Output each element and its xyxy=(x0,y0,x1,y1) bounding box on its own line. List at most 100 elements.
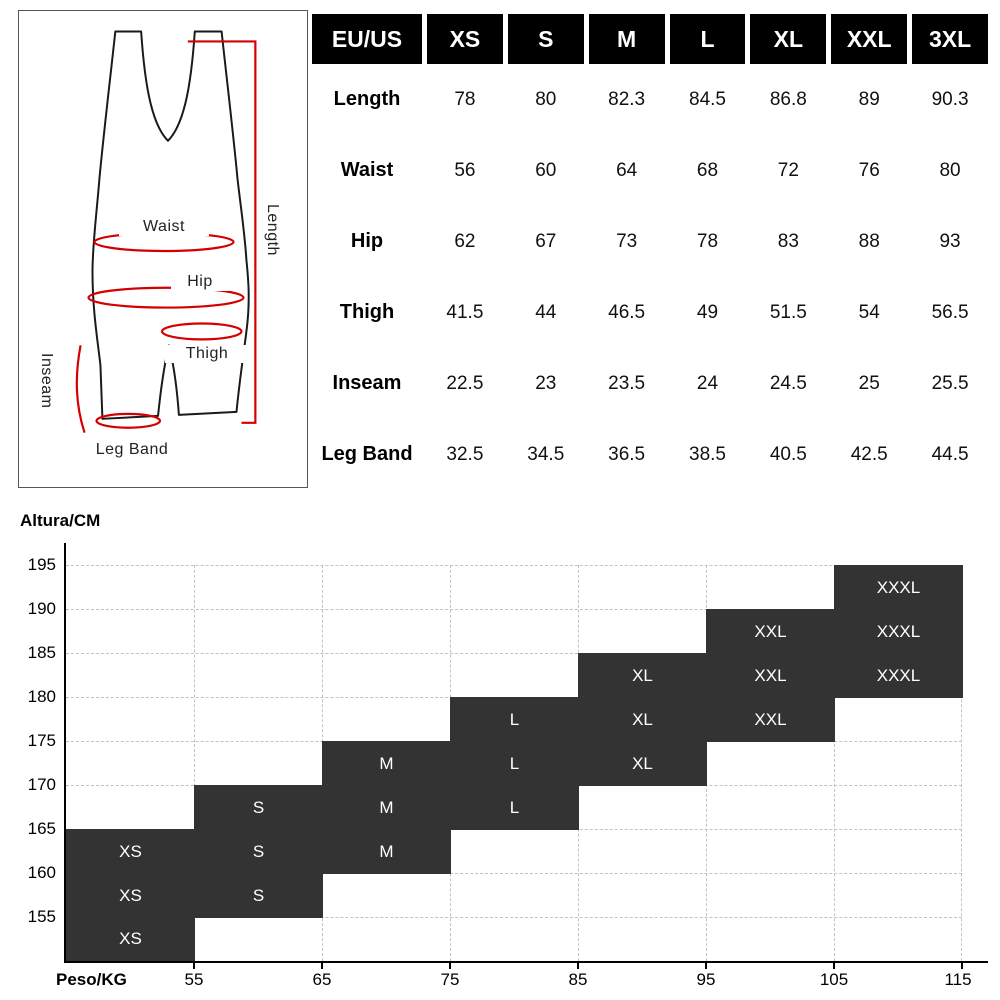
size-cell: XXL xyxy=(706,697,835,742)
row-label-length: Length xyxy=(333,88,401,110)
table-cell: 42.5 xyxy=(850,443,888,465)
table-cell: 67 xyxy=(535,230,557,252)
table-cell: 73 xyxy=(616,230,638,252)
size-cell: L xyxy=(450,741,579,786)
size-cell: M xyxy=(322,741,451,786)
x-tick-label: 75 xyxy=(440,970,460,989)
gridline xyxy=(66,917,962,918)
size-cell: XS xyxy=(66,829,195,874)
size-table: EU/US XS S M L XL XXL 3XL Length 78 80 8… xyxy=(312,14,988,490)
size-cell: XXL xyxy=(706,609,835,654)
table-cell: 24.5 xyxy=(769,372,807,394)
table-cell: 44.5 xyxy=(931,443,969,465)
size-cell: XXL xyxy=(706,653,835,698)
table-cell: 76 xyxy=(858,159,880,181)
table-cell: 23 xyxy=(535,372,557,394)
size-cell: XL xyxy=(578,653,707,698)
gridline xyxy=(66,873,962,874)
size-cell: L xyxy=(450,697,579,742)
size-cell: S xyxy=(194,785,323,830)
size-cell: XXXL xyxy=(834,565,963,610)
size-cell: S xyxy=(194,829,323,874)
table-cell: 89 xyxy=(858,88,880,110)
gridline xyxy=(194,565,195,961)
table-cell: 32.5 xyxy=(446,443,484,465)
table-cell: 72 xyxy=(777,159,799,181)
y-tick-label: 180 xyxy=(27,687,56,706)
thigh-measure-line xyxy=(160,322,243,341)
table-cell: 41.5 xyxy=(446,301,484,323)
measurement-diagram-panel: Waist Hip Thigh Leg Band Inseam Length xyxy=(18,10,308,488)
size-table-header-cell: S xyxy=(507,14,584,64)
x-tick-label: 85 xyxy=(568,970,588,989)
y-tick-label: 175 xyxy=(27,731,56,750)
length-measure-bracket xyxy=(187,40,257,424)
legband-label: Leg Band xyxy=(85,441,179,459)
table-cell: 90.3 xyxy=(931,88,969,110)
table-cell: 78 xyxy=(696,230,719,252)
size-cell: XL xyxy=(578,697,707,742)
size-cell: XS xyxy=(66,873,195,918)
table-cell: 68 xyxy=(696,159,719,181)
x-tick xyxy=(193,963,195,969)
table-cell: 78 xyxy=(454,88,476,110)
y-tick-label: 160 xyxy=(27,863,56,882)
gridline xyxy=(834,565,835,961)
table-cell: 44 xyxy=(535,301,557,323)
size-cell: XL xyxy=(578,741,707,786)
y-tick-label: 170 xyxy=(27,775,56,794)
hip-measure-line xyxy=(87,286,245,309)
x-tick xyxy=(961,963,963,969)
size-table-header-cell: 3XL xyxy=(912,14,988,64)
gridline xyxy=(961,565,962,961)
table-cell: 38.5 xyxy=(689,443,726,465)
plot-area: XXXL XXL XXXL XL XXL XXXL L XL XXL M L X… xyxy=(66,565,963,961)
size-table-header-cell: M xyxy=(588,14,665,64)
table-cell: 86.8 xyxy=(769,88,807,110)
x-tick-label: 115 xyxy=(944,970,972,989)
size-cell: XS xyxy=(66,916,195,961)
table-cell: 93 xyxy=(939,230,961,252)
row-label-thigh: Thigh xyxy=(339,301,395,323)
thigh-label: Thigh xyxy=(165,345,249,363)
x-tick-label: 95 xyxy=(696,970,716,989)
y-axis-line xyxy=(64,543,66,963)
x-tick xyxy=(705,963,707,969)
table-cell: 64 xyxy=(616,159,638,181)
x-tick-label: 55 xyxy=(184,970,204,989)
size-cell: XXXL xyxy=(834,653,963,698)
x-tick xyxy=(321,963,323,969)
table-cell: 83 xyxy=(777,230,799,252)
table-cell: 40.5 xyxy=(769,443,807,465)
size-table-header-cell: XS xyxy=(427,14,503,64)
x-axis-line xyxy=(64,961,988,963)
size-cell: M xyxy=(322,829,451,874)
legband-measure-line xyxy=(95,412,162,429)
size-cell: M xyxy=(322,785,451,830)
hip-label: Hip xyxy=(171,273,229,291)
y-tick-label: 185 xyxy=(27,643,56,662)
x-tick-label: 65 xyxy=(312,970,332,989)
x-tick xyxy=(449,963,451,969)
table-cell: 54 xyxy=(858,301,880,323)
table-cell: 80 xyxy=(939,159,961,181)
table-cell: 46.5 xyxy=(608,301,646,323)
table-cell: 34.5 xyxy=(527,443,565,465)
inseam-label: Inseam xyxy=(38,353,55,409)
table-cell: 25 xyxy=(858,372,880,394)
row-label-inseam: Inseam xyxy=(332,372,402,394)
table-cell: 22.5 xyxy=(446,372,484,394)
y-tick-label: 155 xyxy=(27,907,56,926)
y-tick-label: 165 xyxy=(27,819,56,838)
size-cell: S xyxy=(194,873,323,918)
size-cell: L xyxy=(450,785,579,830)
table-cell: 51.5 xyxy=(769,301,807,323)
table-cell: 56.5 xyxy=(931,301,969,323)
row-label-waist: Waist xyxy=(340,159,394,181)
table-cell: 88 xyxy=(858,230,880,252)
table-cell: 36.5 xyxy=(608,443,646,465)
gridline xyxy=(66,565,962,566)
size-cell: XXXL xyxy=(834,609,963,654)
size-table-header-cell: EU/US xyxy=(312,14,422,64)
